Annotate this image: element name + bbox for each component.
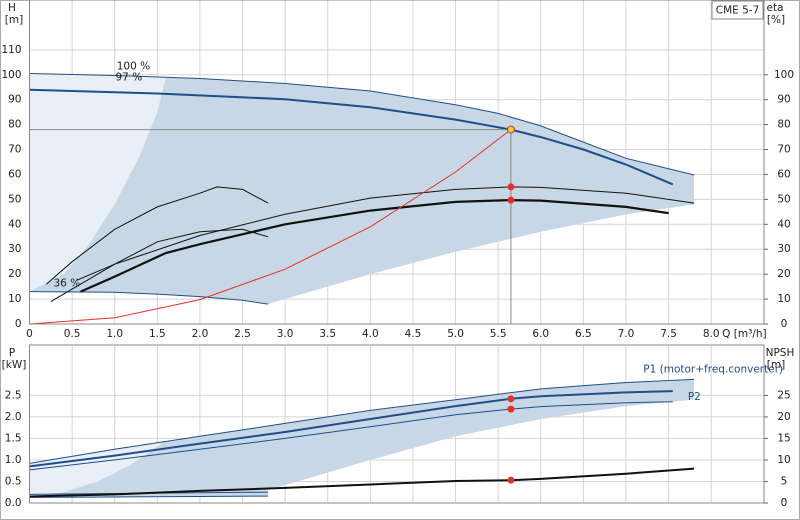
x-tick-label: 5.0 <box>447 328 464 340</box>
y-axis-unit: [m] <box>5 14 23 26</box>
y2-tick-label: 40 <box>777 218 790 230</box>
y2-tick-label: 30 <box>777 243 790 255</box>
y-tick-label: 1.5 <box>5 432 22 444</box>
curve <box>29 378 695 464</box>
operating-range <box>29 73 166 292</box>
y-tick-label: 10 <box>8 293 21 305</box>
duty-point <box>506 125 515 134</box>
y-tick-label: 50 <box>8 193 21 205</box>
x-tick-label: 7.5 <box>660 328 677 340</box>
curve <box>29 88 674 186</box>
y-tick-label: 2.5 <box>5 389 22 401</box>
y2-tick-label: 10 <box>777 454 790 466</box>
y2-tick-label: 60 <box>777 168 790 180</box>
x-tick-label: 1.5 <box>149 328 166 340</box>
y2-tick-label: 70 <box>777 144 790 156</box>
y2-axis-label: NPSH <box>766 347 795 359</box>
x-tick-label: 1.0 <box>106 328 123 340</box>
x-tick-label: 4.5 <box>405 328 422 340</box>
y-tick-label: 30 <box>8 243 21 255</box>
curve-label: P2 <box>688 391 701 403</box>
y-tick-label: 0 <box>15 318 22 330</box>
y2-tick-label: 5 <box>781 475 788 487</box>
y2-tick-label: 50 <box>777 193 790 205</box>
y-tick-label: 20 <box>8 268 21 280</box>
curve-label: 36 % <box>54 278 81 290</box>
x-tick-label: 7.0 <box>618 328 635 340</box>
y2-tick-label: 10 <box>777 293 790 305</box>
curve <box>29 73 695 176</box>
y-tick-label: 90 <box>8 94 21 106</box>
x-axis-label: Q [m³/h] <box>722 328 766 340</box>
x-tick-label: 6.0 <box>532 328 549 340</box>
y2-tick-label: 80 <box>777 119 790 131</box>
y-tick-label: 70 <box>8 144 21 156</box>
x-tick-label: 3.5 <box>319 328 336 340</box>
x-tick-label: 4.0 <box>362 328 379 340</box>
plot-frame <box>29 344 765 504</box>
y2-tick-label: 90 <box>777 94 790 106</box>
plot-1 <box>29 344 765 504</box>
y-tick-label: 2.0 <box>5 411 22 423</box>
y2-tick-label: 15 <box>777 432 790 444</box>
operating-point <box>507 395 515 403</box>
operating-point <box>507 196 515 204</box>
title-box <box>711 0 764 20</box>
y-axis-label: H <box>8 2 16 14</box>
curve-label: 97 % <box>116 72 143 84</box>
curve <box>29 495 269 498</box>
y-tick-label: 100 <box>1 69 21 81</box>
x-tick-label: 6.5 <box>575 328 592 340</box>
operating-range <box>29 440 166 497</box>
curve <box>29 467 695 498</box>
operating-range <box>29 379 695 497</box>
x-tick-label: 3.0 <box>277 328 294 340</box>
y-tick-label: 40 <box>8 218 21 230</box>
y-tick-label: 80 <box>8 119 21 131</box>
y2-axis-unit: [%] <box>767 14 785 26</box>
x-tick-label: 2.5 <box>234 328 251 340</box>
y2-tick-label: 100 <box>774 69 794 81</box>
x-tick-label: 2.0 <box>192 328 209 340</box>
y-tick-label: 0.5 <box>5 475 22 487</box>
x-tick-label: 0 <box>26 328 33 340</box>
y-tick-label: 60 <box>8 168 21 180</box>
y2-tick-label: 20 <box>777 411 790 423</box>
curve <box>76 186 695 281</box>
curve <box>29 390 673 468</box>
x-tick-label: 8.0 <box>703 328 720 340</box>
y-axis-label: P <box>9 347 15 359</box>
operating-point <box>507 183 515 191</box>
plot-frame <box>29 0 765 325</box>
y-tick-label: 1.0 <box>5 454 22 466</box>
y2-tick-label: 0 <box>781 497 788 509</box>
curve-label: 100 % <box>117 61 150 73</box>
x-tick-label: 0.5 <box>64 328 81 340</box>
curve <box>80 198 669 293</box>
y-axis-unit: [kW] <box>2 359 27 371</box>
y2-axis-label: eta <box>766 2 783 14</box>
chart-title: CME 5-7 <box>716 5 760 17</box>
operating-point <box>507 476 515 484</box>
y-tick-label: 110 <box>1 44 21 56</box>
curve <box>29 401 673 471</box>
y-tick-label: 0.0 <box>5 497 22 509</box>
y2-tick-label: 0 <box>781 318 788 330</box>
y2-tick-label: 25 <box>777 389 790 401</box>
curve <box>29 291 269 305</box>
y2-tick-label: 20 <box>777 268 790 280</box>
operating-point <box>507 405 515 413</box>
y2-axis-unit: [m] <box>767 359 785 371</box>
plot-0 <box>29 0 765 325</box>
x-tick-label: 5.5 <box>490 328 507 340</box>
curve <box>29 129 512 325</box>
curve <box>50 228 269 303</box>
curve <box>46 186 269 285</box>
curve-label: P1 (motor+freq.converter) <box>643 363 783 375</box>
